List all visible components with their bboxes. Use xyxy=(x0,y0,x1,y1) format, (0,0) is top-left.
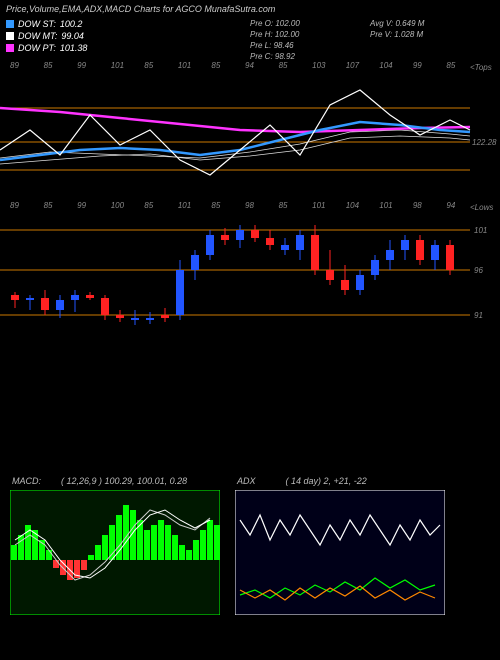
legend-mt-label: DOW MT: xyxy=(18,30,57,42)
svg-text:85: 85 xyxy=(211,61,220,70)
svg-text:99: 99 xyxy=(77,61,86,70)
svg-text:107: 107 xyxy=(346,61,360,70)
svg-text:<Tops: <Tops xyxy=(470,63,492,72)
svg-text:101: 101 xyxy=(178,201,191,210)
ohlc-info: Pre O: 102.00Pre H: 102.00Pre L: 98.46Pr… xyxy=(250,18,300,62)
svg-text:104: 104 xyxy=(379,61,393,70)
legend-swatch-st xyxy=(6,20,14,28)
svg-text:94: 94 xyxy=(245,61,254,70)
svg-text:122.28: 122.28 xyxy=(472,138,497,147)
adx-label: ADX ( 14 day) 2, +21, -22 xyxy=(237,476,367,486)
svg-text:85: 85 xyxy=(44,61,53,70)
svg-text:89: 89 xyxy=(10,61,19,70)
legend-st: DOW ST: 100.2 xyxy=(6,18,87,30)
candlestick-panel: 89 85 99 100 85 101 85 98 85 101 104 101 98 94 <Lows 10… xyxy=(0,200,500,340)
svg-text:104: 104 xyxy=(346,201,360,210)
adx-panel xyxy=(235,490,445,615)
chart-title: Price,Volume,EMA,ADX,MACD Charts for AGC… xyxy=(6,4,275,14)
svg-text:85: 85 xyxy=(44,201,53,210)
svg-text:99: 99 xyxy=(77,201,86,210)
svg-text:101: 101 xyxy=(178,61,191,70)
svg-text:101: 101 xyxy=(312,201,325,210)
svg-text:85: 85 xyxy=(279,61,288,70)
svg-text:98: 98 xyxy=(413,201,422,210)
svg-text:96: 96 xyxy=(474,266,483,275)
svg-text:98: 98 xyxy=(245,201,254,210)
legend-swatch-mt xyxy=(6,32,14,40)
price-ema-panel: 89 85 99 101 85 101 85 94 85 103 107 104 99 85 <Tops 12… xyxy=(0,60,500,190)
svg-text:101: 101 xyxy=(111,61,124,70)
svg-text:101: 101 xyxy=(379,201,392,210)
svg-text:94: 94 xyxy=(446,201,455,210)
macd-panel xyxy=(10,490,220,615)
legend-st-value: 100.2 xyxy=(60,18,83,30)
svg-text:85: 85 xyxy=(279,201,288,210)
legend-mt: DOW MT: 99.04 xyxy=(6,30,87,42)
macd-label: MACD: ( 12,26,9 ) 100.29, 100.01, 0.28 xyxy=(12,476,187,486)
svg-text:101: 101 xyxy=(474,226,487,235)
svg-text:99: 99 xyxy=(413,61,422,70)
svg-text:91: 91 xyxy=(474,311,483,320)
legend-swatch-pt xyxy=(6,44,14,52)
svg-text:85: 85 xyxy=(446,61,455,70)
legend-mt-value: 99.04 xyxy=(61,30,84,42)
legend-st-label: DOW ST: xyxy=(18,18,56,30)
svg-text:85: 85 xyxy=(144,61,153,70)
legend-pt-label: DOW PT: xyxy=(18,42,56,54)
volume-info: Avg V: 0.649 MPre V: 1.028 M xyxy=(370,18,424,40)
legend-pt: DOW PT: 101.38 xyxy=(6,42,87,54)
svg-text:89: 89 xyxy=(10,201,19,210)
svg-text:100: 100 xyxy=(111,201,125,210)
legend: DOW ST: 100.2 DOW MT: 99.04 DOW PT: 101.… xyxy=(6,18,87,54)
svg-text:85: 85 xyxy=(144,201,153,210)
svg-text:<Lows: <Lows xyxy=(470,203,493,212)
legend-pt-value: 101.38 xyxy=(60,42,88,54)
svg-text:103: 103 xyxy=(312,61,326,70)
svg-text:85: 85 xyxy=(211,201,220,210)
